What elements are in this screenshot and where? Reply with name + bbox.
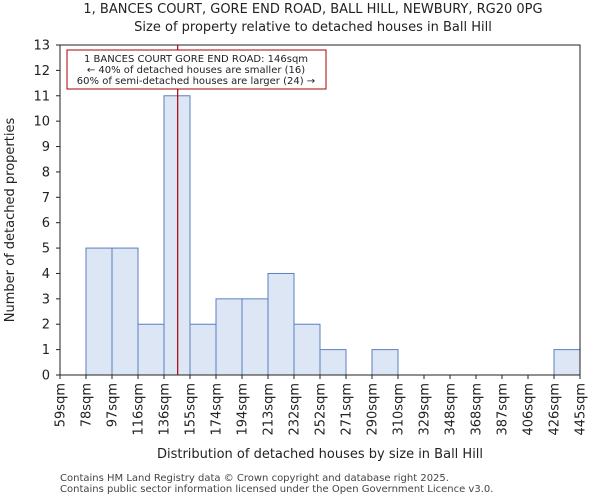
x-tick-label: 290sqm	[366, 383, 381, 436]
x-ticks: 59sqm 78sqm 97sqm 116sqm 136sqm 155sqm 174sqm 1…	[54, 375, 589, 436]
bar-232sqm	[293, 323, 321, 376]
x-tick-label: 426sqm	[548, 383, 563, 436]
x-tick-label: 387sqm	[496, 383, 511, 436]
plot-frame	[59, 44, 581, 376]
x-tick-label: 310sqm	[392, 383, 407, 436]
bar-155sqm	[189, 323, 217, 376]
x-tick-label: 136sqm	[158, 383, 173, 436]
y-tick-label: 2	[42, 318, 50, 333]
bars-group	[85, 95, 581, 376]
x-axis-label: Distribution of detached houses by size …	[157, 447, 483, 462]
bar-213sqm	[267, 272, 295, 376]
y-tick-label: 6	[42, 216, 50, 231]
y-tick-label: 13	[33, 39, 50, 54]
bar-78sqm	[85, 247, 113, 376]
annotation-line-2: ← 40% of detached houses are smaller (16…	[87, 65, 305, 76]
bar-136sqm	[163, 95, 191, 376]
x-tick-label: 174sqm	[210, 383, 225, 436]
chart-subtitle: Size of property relative to detached ho…	[134, 20, 492, 35]
y-axis-label: Number of detached properties	[3, 118, 18, 323]
y-tick-label: 5	[42, 242, 50, 257]
x-tick-label: 232sqm	[288, 383, 303, 436]
x-tick-label: 445sqm	[574, 383, 589, 436]
x-tick-label: 97sqm	[106, 383, 121, 427]
y-tick-label: 8	[42, 165, 50, 180]
x-tick-label: 155sqm	[184, 383, 199, 436]
y-tick-label: 10	[33, 115, 50, 130]
bar-426sqm	[553, 349, 581, 376]
y-tick-label: 3	[42, 292, 50, 307]
bar-252sqm	[319, 349, 347, 376]
x-tick-label: 59sqm	[54, 383, 69, 427]
annotation-line-3: 60% of semi-detached houses are larger (…	[77, 76, 315, 87]
x-tick-label: 348sqm	[444, 383, 459, 436]
y-tick-label: 7	[42, 191, 50, 206]
x-tick-label: 368sqm	[470, 383, 485, 436]
chart-title: 1, BANCES COURT, GORE END ROAD, BALL HIL…	[83, 2, 542, 17]
bar-194sqm	[241, 298, 269, 376]
y-tick-label: 1	[42, 343, 50, 358]
annotation-box	[66, 49, 327, 90]
y-tick-label: 11	[33, 89, 50, 104]
y-tick-label: 4	[42, 267, 50, 282]
y-tick-label: 9	[42, 140, 50, 155]
annotation-line-1: 1 BANCES COURT GORE END ROAD: 146sqm	[84, 54, 308, 65]
x-tick-label: 271sqm	[340, 383, 355, 436]
bar-174sqm	[215, 298, 243, 376]
x-tick-label: 116sqm	[132, 383, 147, 436]
footer-licence: Contains public sector information licen…	[60, 484, 494, 495]
bar-290sqm	[371, 349, 399, 376]
x-tick-label: 329sqm	[418, 383, 433, 436]
y-tick-label: 0	[42, 369, 50, 384]
x-tick-label: 213sqm	[262, 383, 277, 436]
bar-116sqm	[137, 323, 165, 376]
y-tick-label: 12	[33, 64, 50, 79]
x-tick-label: 406sqm	[522, 383, 537, 436]
footer-copyright: Contains HM Land Registry data © Crown c…	[60, 473, 449, 484]
bar-97sqm	[111, 247, 139, 376]
x-tick-label: 252sqm	[314, 383, 329, 436]
x-tick-label: 194sqm	[236, 383, 251, 436]
x-tick-label: 78sqm	[80, 383, 95, 427]
